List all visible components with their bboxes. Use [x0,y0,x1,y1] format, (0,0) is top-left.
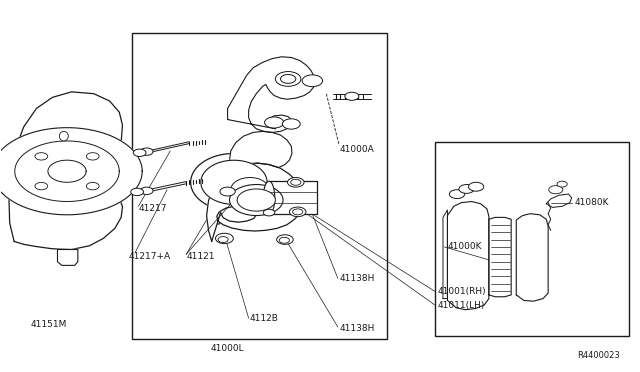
Text: 41000L: 41000L [211,344,244,353]
Polygon shape [211,173,301,225]
Polygon shape [9,92,122,250]
Circle shape [276,235,293,244]
Circle shape [282,119,300,129]
Circle shape [220,187,236,196]
Circle shape [35,182,48,190]
Text: 41217+A: 41217+A [129,251,171,261]
Ellipse shape [263,181,275,214]
Circle shape [216,233,234,244]
Text: 41121: 41121 [186,251,214,261]
Polygon shape [516,214,548,301]
Text: 41001(RH): 41001(RH) [438,287,486,296]
Text: 41011(LH): 41011(LH) [438,301,485,311]
Polygon shape [48,160,86,182]
Text: 41138H: 41138H [339,274,374,283]
Circle shape [459,185,474,193]
Circle shape [140,187,153,195]
Polygon shape [443,210,447,299]
Circle shape [289,207,306,217]
Polygon shape [0,128,142,215]
Ellipse shape [60,131,68,141]
Bar [435,142,629,336]
Circle shape [131,188,143,196]
Circle shape [291,179,301,185]
Polygon shape [58,250,78,265]
Circle shape [140,148,153,155]
Circle shape [468,182,484,191]
Circle shape [345,92,359,100]
Circle shape [548,186,563,194]
Circle shape [237,189,275,211]
Circle shape [218,237,228,243]
Text: 41000K: 41000K [447,243,482,251]
Ellipse shape [263,209,275,216]
Text: R4400023: R4400023 [577,350,620,359]
Circle shape [86,182,99,190]
Circle shape [279,237,289,243]
Circle shape [264,117,284,128]
Text: 41217: 41217 [138,203,167,213]
Circle shape [287,177,304,187]
Polygon shape [231,177,269,202]
Polygon shape [230,131,292,168]
Text: 4112B: 4112B [250,314,279,323]
Circle shape [280,74,296,83]
Circle shape [449,190,465,199]
Text: 41138H: 41138H [339,324,374,333]
Text: 41151M: 41151M [30,320,67,329]
Circle shape [557,181,567,187]
Text: 41000A: 41000A [339,145,374,154]
Circle shape [292,209,303,215]
Circle shape [302,75,323,87]
Polygon shape [447,202,489,310]
Circle shape [275,71,301,86]
Circle shape [35,153,48,160]
Polygon shape [223,173,276,207]
Circle shape [133,149,146,157]
Bar [132,33,387,339]
Polygon shape [489,217,511,297]
Polygon shape [191,153,277,211]
Circle shape [86,153,99,160]
Polygon shape [228,57,315,132]
Polygon shape [546,194,572,208]
Circle shape [230,185,283,215]
Polygon shape [269,181,317,214]
Text: 41080K: 41080K [575,198,609,207]
Polygon shape [201,160,267,204]
Polygon shape [207,163,304,241]
